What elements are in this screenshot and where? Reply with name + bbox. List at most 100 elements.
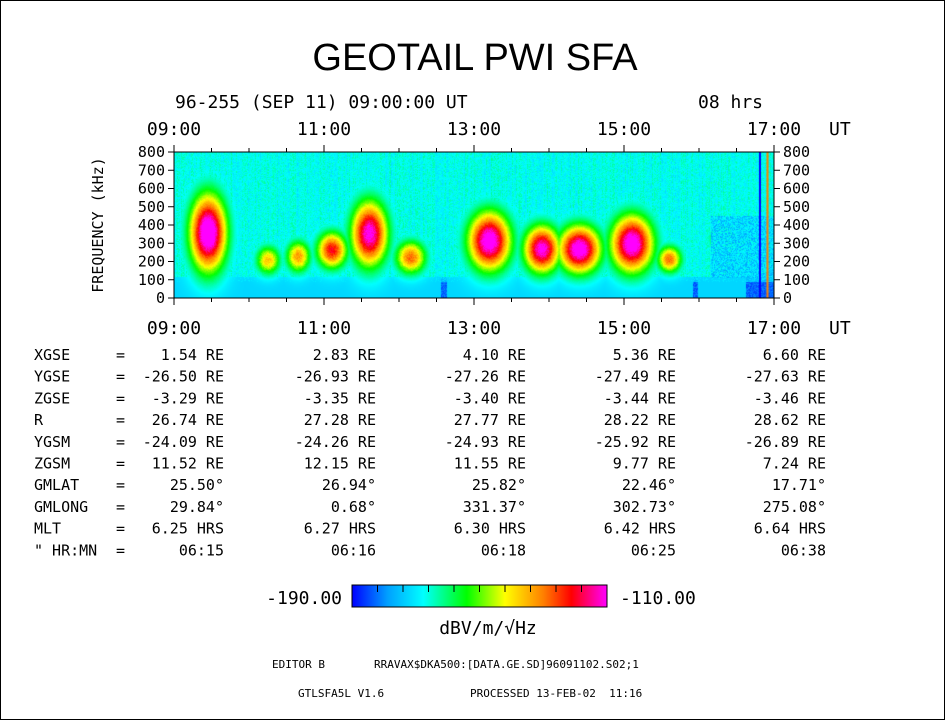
ephem-eq-3: = bbox=[116, 411, 125, 429]
ephem-name-7: GMLONG bbox=[34, 498, 88, 516]
ephem-value-6-2: 25.82° bbox=[472, 476, 526, 494]
ephem-eq-6: = bbox=[116, 476, 125, 494]
y-axis-label: FREQUENCY (kHz) bbox=[89, 157, 107, 292]
ephem-value-7-4: 275.08° bbox=[763, 498, 826, 516]
y-tick-label-right-4: 400 bbox=[783, 216, 810, 234]
x-tick-label-top-2: 13:00 bbox=[447, 119, 501, 140]
ephem-name-3: R bbox=[34, 411, 44, 429]
ephem-value-7-2: 331.37° bbox=[463, 498, 526, 516]
x-tick-label-bottom-3: 15:00 bbox=[597, 318, 651, 339]
ephem-value-8-3: 6.42 HRS bbox=[604, 520, 676, 538]
ephem-eq-7: = bbox=[116, 498, 125, 516]
ephem-value-7-1: 0.68° bbox=[331, 498, 376, 516]
ephem-value-4-0: -24.09 RE bbox=[143, 433, 224, 451]
y-tick-label-left-6: 600 bbox=[138, 180, 165, 198]
chart-title: GEOTAIL PWI SFA bbox=[312, 37, 638, 79]
ephem-eq-9: = bbox=[116, 541, 125, 559]
ephem-value-2-4: -3.46 RE bbox=[754, 389, 826, 407]
spectrogram-canvas-wrap bbox=[174, 152, 774, 298]
ephem-value-2-0: -3.29 RE bbox=[152, 389, 224, 407]
y-tick-label-right-7: 700 bbox=[783, 161, 810, 179]
ephem-value-1-3: -27.49 RE bbox=[595, 368, 676, 386]
x-tick-label-top-3: 15:00 bbox=[597, 119, 651, 140]
x-tick-label-top-1: 11:00 bbox=[297, 119, 351, 140]
ephem-value-4-2: -24.93 RE bbox=[445, 433, 526, 451]
y-tick-label-left-8: 800 bbox=[138, 143, 165, 161]
ephem-value-3-0: 26.74 RE bbox=[152, 411, 224, 429]
date-line: 96-255 (SEP 11) 09:00:00 UT bbox=[175, 92, 468, 113]
ephem-value-0-3: 5.36 RE bbox=[613, 346, 676, 364]
y-tick-label-left-7: 700 bbox=[138, 161, 165, 179]
ephem-value-9-0: 06:15 bbox=[179, 541, 224, 559]
y-tick-label-right-8: 800 bbox=[783, 143, 810, 161]
data-path: RRAVAX$DKA500:[DATA.GE.SD]96091102.S02;1 bbox=[374, 658, 639, 671]
x-tick-label-bottom-1: 11:00 bbox=[297, 318, 351, 339]
ephem-value-4-1: -24.26 RE bbox=[295, 433, 376, 451]
colorbar: -190.00 -110.00 dBV/m/√Hz bbox=[266, 584, 696, 639]
ephem-value-0-4: 6.60 RE bbox=[763, 346, 826, 364]
y-tick-label-right-5: 500 bbox=[783, 198, 810, 216]
ephem-value-5-0: 11.52 RE bbox=[152, 455, 224, 473]
colorbar-max-label: -110.00 bbox=[620, 588, 696, 609]
ephem-eq-4: = bbox=[116, 433, 125, 451]
ephem-name-5: ZGSM bbox=[34, 455, 70, 473]
ephem-value-6-4: 17.71° bbox=[772, 476, 826, 494]
ephem-value-7-0: 29.84° bbox=[170, 498, 224, 516]
ephem-value-1-2: -27.26 RE bbox=[445, 368, 526, 386]
x-tick-label-bottom-2: 13:00 bbox=[447, 318, 501, 339]
y-tick-label-right-1: 100 bbox=[783, 271, 810, 289]
ephem-value-5-4: 7.24 RE bbox=[763, 455, 826, 473]
ephem-value-6-3: 22.46° bbox=[622, 476, 676, 494]
ephem-name-6: GMLAT bbox=[34, 476, 79, 494]
ephem-value-4-4: -26.89 RE bbox=[745, 433, 826, 451]
x-axis-top: 09:00 11:00 13:00 15:00 17:00 UT bbox=[147, 119, 851, 152]
ephem-value-6-1: 26.94° bbox=[322, 476, 376, 494]
processed-label: PROCESSED 13-FEB-02 11:16 bbox=[470, 687, 642, 700]
ephem-value-8-2: 6.30 HRS bbox=[454, 520, 526, 538]
ephem-value-5-3: 9.77 RE bbox=[613, 455, 676, 473]
ephem-value-3-2: 27.77 RE bbox=[454, 411, 526, 429]
ephem-name-4: YGSM bbox=[34, 433, 70, 451]
ephem-name-8: MLT bbox=[34, 520, 61, 538]
spectrogram-area bbox=[173, 151, 775, 299]
ephem-value-8-4: 6.64 HRS bbox=[754, 520, 826, 538]
spectrogram-canvas bbox=[174, 152, 774, 298]
x-tick-label-top-0: 09:00 bbox=[147, 119, 201, 140]
ephem-eq-1: = bbox=[116, 368, 125, 386]
y-tick-label-left-4: 400 bbox=[138, 216, 165, 234]
colorbar-ticks bbox=[377, 585, 582, 592]
y-tick-label-left-3: 300 bbox=[138, 234, 165, 252]
ephemeris-table: XGSE = 1.54 RE 2.83 RE 4.10 RE 5.36 RE 6.60 RE… bbox=[34, 346, 826, 559]
ephem-value-2-2: -3.40 RE bbox=[454, 389, 526, 407]
y-tick-label-right-0: 0 bbox=[783, 289, 792, 307]
ephem-value-1-1: -26.93 RE bbox=[295, 368, 376, 386]
ephem-name-1: YGSE bbox=[34, 368, 70, 386]
ephem-value-1-4: -27.63 RE bbox=[745, 368, 826, 386]
ephem-value-9-3: 06:25 bbox=[631, 541, 676, 559]
ephem-value-7-3: 302.73° bbox=[613, 498, 676, 516]
ephem-value-5-2: 11.55 RE bbox=[454, 455, 526, 473]
y-tick-label-left-1: 100 bbox=[138, 271, 165, 289]
y-tick-label-left-0: 0 bbox=[156, 289, 165, 307]
ephem-value-9-4: 06:38 bbox=[781, 541, 826, 559]
ephem-value-9-1: 06:16 bbox=[331, 541, 376, 559]
ephem-eq-2: = bbox=[116, 389, 125, 407]
ephem-name-0: XGSE bbox=[34, 346, 70, 364]
x-axis-bottom: 09:00 11:00 13:00 15:00 17:00 UT bbox=[147, 298, 851, 339]
version-label: GTLSFA5L V1.6 bbox=[298, 687, 384, 700]
x-unit-top: UT bbox=[829, 119, 851, 140]
editor-label: EDITOR B bbox=[272, 658, 325, 671]
ephem-value-4-3: -25.92 RE bbox=[595, 433, 676, 451]
colorbar-unit: dBV/m/√Hz bbox=[439, 618, 537, 639]
ephem-value-9-2: 06:18 bbox=[481, 541, 526, 559]
y-tick-label-right-2: 200 bbox=[783, 253, 810, 271]
ephem-value-1-0: -26.50 RE bbox=[143, 368, 224, 386]
x-tick-label-top-4: 17:00 bbox=[747, 119, 801, 140]
ephem-value-5-1: 12.15 RE bbox=[304, 455, 376, 473]
ephem-eq-8: = bbox=[116, 520, 125, 538]
y-tick-label-right-3: 300 bbox=[783, 234, 810, 252]
y-tick-label-left-5: 500 bbox=[138, 198, 165, 216]
